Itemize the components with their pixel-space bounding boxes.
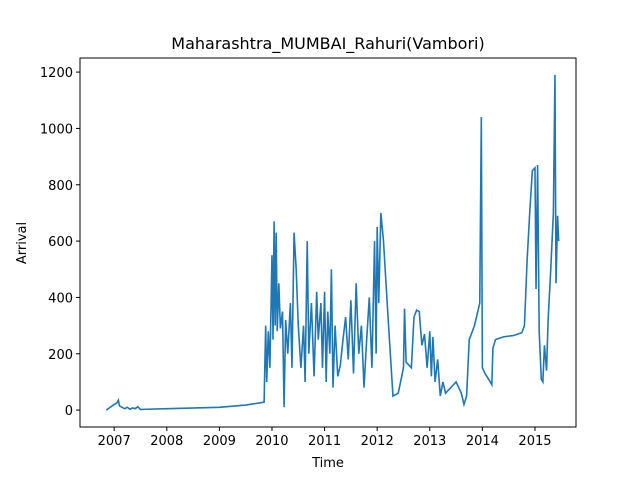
data-line <box>105 74 560 411</box>
x-tick-label: 2011 <box>308 434 341 449</box>
y-tick-label: 1000 <box>40 122 73 137</box>
y-axis-label: Arrival <box>15 222 30 264</box>
y-tick-label: 600 <box>48 235 73 250</box>
y-tick-label: 200 <box>48 348 73 363</box>
x-tick-label: 2008 <box>150 434 183 449</box>
plot-frame <box>79 57 577 428</box>
x-tick-label: 2013 <box>413 434 446 449</box>
y-tick-label: 0 <box>65 404 73 419</box>
x-axis-label: Time <box>311 456 344 471</box>
x-tick-label: 2014 <box>466 434 499 449</box>
chart-title: Maharashtra_MUMBAI_Rahuri(Vambori) <box>171 34 484 54</box>
x-tick-label: 2010 <box>255 434 288 449</box>
y-tick-label: 1200 <box>40 66 73 81</box>
y-tick-label: 400 <box>48 291 73 306</box>
x-tick-label: 2007 <box>98 434 131 449</box>
x-tick-label: 2009 <box>203 434 236 449</box>
y-tick-label: 800 <box>48 179 73 194</box>
x-tick-label: 2012 <box>361 434 394 449</box>
x-tick-label: 2015 <box>518 434 551 449</box>
